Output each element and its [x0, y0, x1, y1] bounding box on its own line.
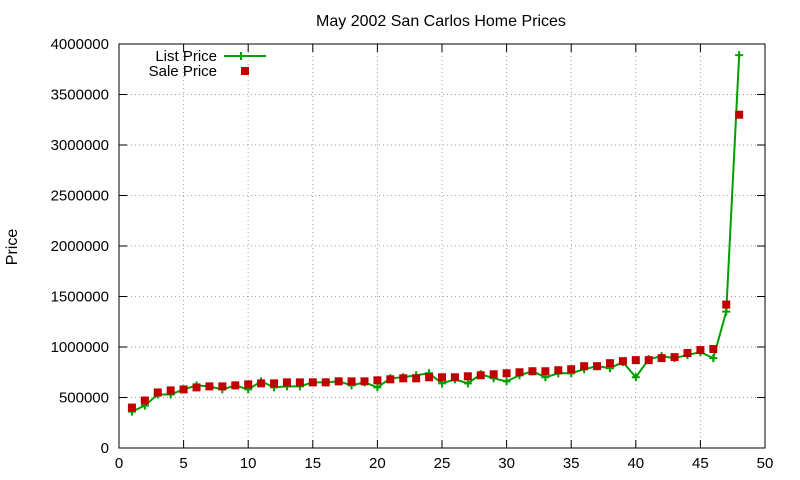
sale-price-point: [166, 386, 175, 395]
sale-price-point: [709, 345, 718, 354]
list-price-point: [631, 373, 640, 382]
chart-title: May 2002 San Carlos Home Prices: [316, 13, 566, 30]
x-tick-label: 10: [240, 455, 257, 472]
legend-marker-sale-price: [241, 67, 249, 75]
sale-price-point: [450, 373, 459, 382]
y-axis-label: Price: [4, 229, 21, 266]
y-tick-label: 0: [101, 440, 109, 457]
x-tick-label: 40: [627, 455, 644, 472]
x-tick-label: 50: [757, 455, 774, 472]
x-tick-label: 5: [179, 455, 187, 472]
sale-price-point: [515, 368, 524, 377]
sale-price-point: [386, 375, 395, 384]
sale-price-point: [593, 362, 602, 371]
sale-price-point: [554, 366, 563, 375]
sale-price-point: [670, 353, 679, 362]
sale-price-point: [295, 378, 304, 387]
legend: List Price Sale Price: [149, 48, 266, 80]
sale-price-point: [528, 367, 537, 376]
y-tick-label: 1500000: [51, 289, 109, 306]
plot-frame: [118, 43, 766, 449]
y-tick-label: 3000000: [51, 137, 109, 154]
sale-price-point: [179, 385, 188, 394]
sale-price-point: [205, 382, 214, 391]
sale-price-point: [489, 370, 498, 379]
sale-price-point: [244, 380, 253, 389]
sale-price-point: [541, 367, 550, 376]
sale-price-point: [567, 365, 576, 374]
sale-price-point: [631, 356, 640, 365]
sale-price-point: [438, 373, 446, 382]
sale-price-point: [347, 377, 356, 386]
sale-price-point: [463, 372, 472, 381]
sale-price-point: [399, 374, 408, 383]
y-tick-label: 4000000: [51, 36, 109, 53]
x-tick-label: 15: [304, 455, 321, 472]
y-tick-label: 1000000: [51, 339, 109, 356]
y-tick-label: 2000000: [51, 238, 109, 255]
list-price-point: [722, 307, 731, 316]
sale-price-point: [502, 369, 511, 378]
list-price-point: [502, 377, 511, 386]
legend-marker-list-price: [237, 52, 245, 60]
sale-price-point: [722, 300, 731, 309]
sale-price-point: [334, 377, 343, 386]
sale-price-point: [696, 346, 705, 355]
x-tick-label: 25: [434, 455, 451, 472]
list-price-point: [709, 354, 718, 363]
sale-price-point: [192, 383, 201, 392]
sale-price-point: [657, 354, 666, 363]
y-tick-label: 500000: [59, 390, 109, 407]
x-tick-label: 45: [692, 455, 709, 472]
sale-price-point: [282, 378, 291, 387]
axis-ticks: 0 5 10 15 20 25 30 35 40 45 50 0 500000 1000000 150000…: [51, 36, 774, 472]
sale-price-point: [735, 110, 744, 119]
y-tick-label: 2500000: [51, 188, 109, 205]
x-tick-label: 30: [498, 455, 515, 472]
x-tick-label: 20: [369, 455, 386, 472]
sale-price-point: [321, 378, 330, 387]
sale-price-point: [218, 382, 227, 391]
sale-price-point: [140, 396, 149, 405]
sale-price-point: [231, 381, 240, 390]
sale-price-point: [476, 371, 485, 380]
sale-price-point: [425, 373, 434, 382]
sale-price-point: [683, 349, 692, 358]
plot-series: [127, 51, 744, 416]
sale-price-point: [412, 374, 421, 383]
sale-price-point: [580, 362, 589, 371]
legend-label-sale-price: Sale Price: [149, 63, 217, 80]
legend-label-list-price: List Price: [155, 48, 217, 65]
list-price-point: [373, 383, 382, 392]
x-tick-label: 0: [115, 455, 123, 472]
list-price-point: [463, 379, 472, 388]
x-tick-label: 35: [563, 455, 580, 472]
sale-price-point: [373, 376, 382, 385]
y-tick-label: 3500000: [51, 87, 109, 104]
sale-price-point: [605, 359, 614, 368]
sale-price-point: [360, 377, 369, 386]
list-price-point: [735, 51, 744, 60]
sale-price-point: [270, 379, 279, 388]
sale-price-point: [618, 357, 627, 366]
sale-price-point: [153, 388, 162, 397]
sale-price-point: [644, 356, 653, 365]
sale-price-point: [308, 378, 317, 387]
sale-price-point: [127, 403, 136, 412]
sale-price-point: [257, 379, 266, 388]
